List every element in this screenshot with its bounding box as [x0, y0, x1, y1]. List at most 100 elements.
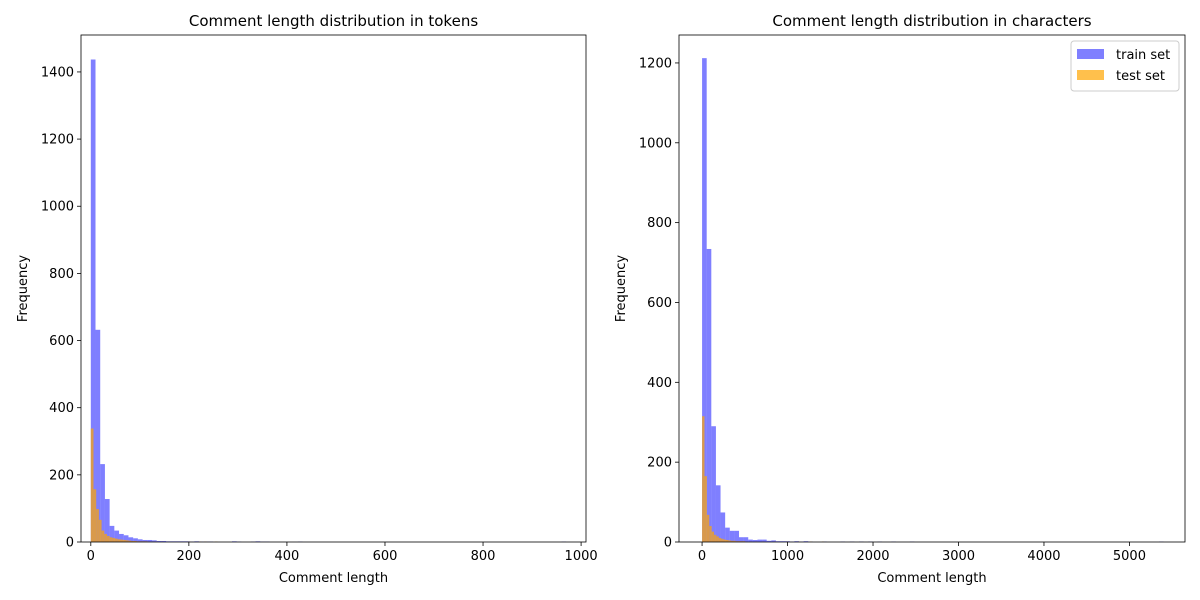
bar	[133, 540, 137, 542]
bar	[734, 530, 740, 542]
bar	[142, 539, 148, 542]
x-tick-label: 3000	[942, 549, 975, 564]
y-tick-label: 800	[647, 216, 672, 231]
bar	[161, 540, 167, 542]
y-tick-label: 1400	[41, 65, 74, 80]
y-tick-label: 400	[49, 401, 74, 416]
bar	[100, 464, 105, 542]
bar	[147, 539, 152, 542]
x-tick-label: 2000	[856, 549, 889, 564]
legend-label: test set	[1116, 69, 1165, 84]
bar	[114, 530, 120, 542]
x-tick-label: 0	[87, 549, 95, 564]
bar	[151, 540, 157, 542]
bar	[766, 540, 772, 542]
bar	[711, 426, 716, 542]
bar	[123, 539, 126, 542]
chart-title: Comment length distribution in character…	[772, 12, 1091, 30]
x-axis-label: Comment length	[877, 571, 986, 586]
bar	[706, 248, 712, 542]
bar	[726, 540, 729, 542]
x-tick-label: 1000	[565, 549, 598, 564]
bar	[117, 539, 121, 542]
bar	[733, 540, 736, 542]
y-tick-label: 0	[664, 536, 672, 551]
bar	[715, 485, 721, 542]
bar	[752, 540, 758, 542]
bar	[771, 540, 776, 542]
bar	[98, 519, 102, 542]
bar	[723, 539, 727, 542]
series-test-set	[90, 428, 218, 542]
bar	[137, 539, 143, 542]
chart-panel-1: 0 200 400 600 800 1000 0 200 400 600 800 1000 1200 14…	[16, 12, 598, 586]
bar	[104, 499, 110, 542]
x-tick-label: 200	[176, 549, 201, 564]
bar	[762, 539, 767, 542]
bar	[128, 540, 132, 542]
legend-swatch	[1077, 49, 1104, 59]
series-train-set	[90, 59, 567, 543]
y-tick-label: 0	[66, 536, 74, 551]
bar	[119, 533, 124, 542]
bar	[757, 539, 763, 542]
bar	[104, 533, 107, 542]
bar	[112, 537, 116, 542]
bar	[115, 538, 118, 542]
bar	[728, 540, 731, 542]
bar	[93, 489, 97, 542]
x-tick-label: 5000	[1113, 549, 1146, 564]
chart-panel-2: 0 1000 2000 3000 4000 5000 0 200 400 600 800 1000 12…	[614, 12, 1186, 586]
series-train-set	[702, 58, 1164, 543]
bar	[96, 509, 99, 542]
y-axis-label: Frequency	[16, 255, 31, 322]
bar	[725, 527, 730, 542]
y-axis-label: Frequency	[614, 255, 629, 322]
bar	[125, 540, 129, 542]
bar	[704, 476, 707, 542]
bar	[739, 537, 744, 542]
bar	[748, 539, 753, 542]
bar	[743, 537, 749, 542]
x-tick-label: 600	[373, 549, 398, 564]
bar	[729, 530, 735, 542]
x-tick-label: 0	[698, 549, 706, 564]
bar	[718, 538, 722, 542]
x-tick-label: 4000	[1027, 549, 1060, 564]
bar	[730, 540, 734, 542]
y-tick-label: 200	[647, 456, 672, 471]
axes-frame	[80, 34, 587, 543]
bar	[123, 535, 129, 542]
legend-swatch	[1077, 70, 1104, 80]
bar	[702, 58, 707, 543]
bar	[131, 540, 134, 542]
bar	[709, 526, 712, 542]
bar	[714, 534, 717, 542]
y-tick-label: 1200	[639, 56, 672, 71]
bar	[109, 537, 113, 542]
bar	[716, 536, 719, 542]
bar	[90, 59, 96, 543]
bar	[720, 512, 726, 542]
bar	[156, 540, 162, 542]
y-tick-label: 200	[49, 468, 74, 483]
axes-frame	[678, 34, 1186, 543]
bar	[706, 514, 710, 542]
y-tick-label: 400	[647, 376, 672, 391]
y-tick-label: 600	[647, 296, 672, 311]
x-tick-label: 1000	[771, 549, 804, 564]
legend-label: train set	[1116, 48, 1170, 63]
bar	[95, 329, 101, 542]
x-tick-label: 800	[471, 549, 496, 564]
bar	[101, 530, 105, 542]
bar	[133, 538, 138, 542]
bar	[109, 525, 115, 542]
bar	[120, 539, 124, 542]
y-tick-label: 800	[49, 267, 74, 282]
x-axis-label: Comment length	[279, 571, 388, 586]
legend: train set test set	[1070, 40, 1180, 92]
y-tick-label: 1000	[41, 200, 74, 215]
bar	[711, 531, 715, 542]
bar	[106, 535, 110, 542]
